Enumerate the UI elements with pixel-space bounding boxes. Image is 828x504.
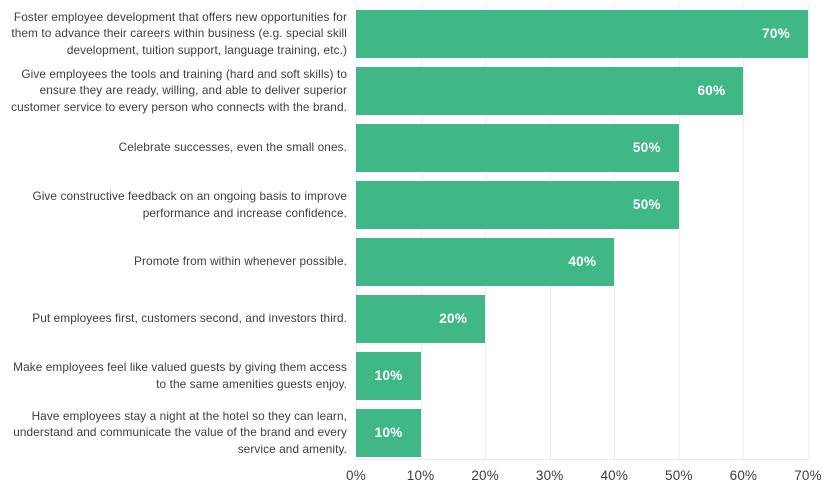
gridline (678, 3, 680, 459)
category-label: Put employees first, customers second, a… (32, 311, 347, 326)
gridline (614, 3, 616, 459)
category-label: Have employees stay a night at the hotel… (13, 408, 347, 456)
x-tick-label: 60% (729, 468, 758, 483)
category-label: Celebrate successes, even the small ones… (118, 140, 347, 155)
bar-track: 10% (356, 408, 808, 457)
bar: 70% (356, 9, 808, 58)
bar-track: 50% (356, 180, 808, 229)
bar: 50% (356, 180, 679, 229)
x-tick-label: 0% (346, 468, 366, 483)
category-label: Give constructive feedback on an ongoing… (32, 189, 347, 220)
bar-track: 40% (356, 237, 808, 286)
gridline (420, 3, 422, 459)
bar: 40% (356, 237, 615, 286)
bar-row: Put employees first, customers second, a… (0, 290, 828, 347)
plot-gridlines (356, 3, 809, 460)
category-label: Foster employee development that offers … (11, 9, 347, 57)
bar-track: 60% (356, 66, 808, 115)
gridline (808, 3, 809, 459)
bar: 50% (356, 123, 679, 172)
x-axis: 0% 10% 20% 30% 40% 50% 60% 70% (346, 468, 822, 488)
bar-row: Foster employee development that offers … (0, 5, 828, 62)
bar-row: Give constructive feedback on an ongoing… (0, 176, 828, 233)
x-tick-label: 20% (471, 468, 499, 483)
bar-rows: Foster employee development that offers … (0, 5, 828, 461)
x-tick-label: 40% (600, 468, 629, 483)
bar-value-label: 50% (632, 197, 661, 212)
bar: 10% (356, 408, 421, 457)
category-label: Promote from within whenever possible. (134, 254, 347, 269)
category-label: Give employees the tools and training (h… (11, 66, 347, 114)
bar-value-label: 70% (762, 26, 790, 41)
bar-row: Have employees stay a night at the hotel… (0, 404, 828, 461)
bar-value-label: 60% (697, 83, 726, 98)
bar: 20% (356, 294, 486, 343)
bar-track: 20% (356, 294, 808, 343)
category-label: Make employees feel like valued guests b… (13, 360, 347, 391)
bar-row: Give employees the tools and training (h… (0, 62, 828, 119)
x-tick-label: 50% (665, 468, 693, 483)
bar: 60% (356, 66, 744, 115)
bar-track: 70% (356, 9, 808, 58)
bar-value-label: 50% (632, 140, 661, 155)
bar-row: Promote from within whenever possible. 4… (0, 233, 828, 290)
gridline (743, 3, 745, 459)
bar: 10% (356, 351, 421, 400)
x-tick-label: 70% (794, 468, 822, 483)
bar-value-label: 10% (374, 368, 403, 383)
gridline (485, 3, 487, 459)
x-tick-label: 10% (406, 468, 435, 483)
bar-track: 10% (356, 351, 808, 400)
bar-row: Celebrate successes, even the small ones… (0, 119, 828, 176)
x-tick-label: 30% (535, 468, 564, 483)
bar-value-label: 40% (568, 254, 597, 269)
bar-track: 50% (356, 123, 808, 172)
bar-value-label: 10% (374, 425, 403, 440)
bar-value-label: 20% (439, 311, 468, 326)
gridline (356, 3, 357, 459)
bar-row: Make employees feel like valued guests b… (0, 347, 828, 404)
gridline (549, 3, 551, 459)
